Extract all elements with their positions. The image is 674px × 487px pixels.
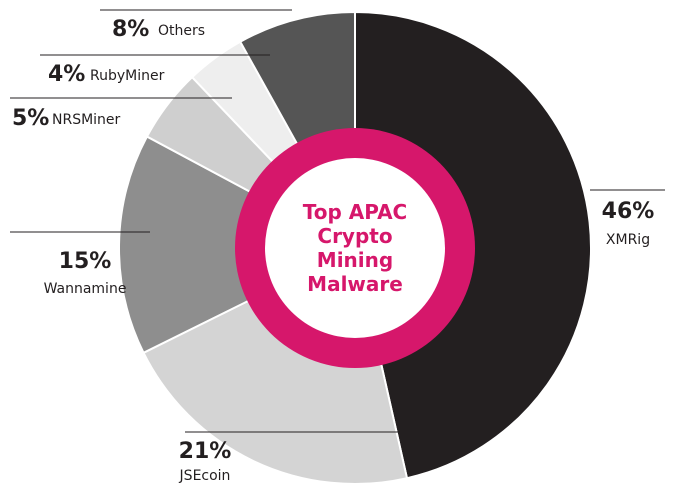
value-label: 15% bbox=[59, 249, 112, 274]
center-hole bbox=[265, 158, 445, 338]
chart-title: Top APAC Crypto Mining Malware bbox=[302, 200, 408, 296]
value-label: 46% bbox=[602, 199, 655, 224]
category-label: RubyMiner bbox=[90, 68, 165, 84]
category-label: JSEcoin bbox=[179, 468, 231, 484]
category-label: XMRig bbox=[606, 232, 650, 248]
category-label: Wannamine bbox=[44, 281, 127, 297]
category-label: Others bbox=[158, 23, 205, 39]
category-label: NRSMiner bbox=[52, 112, 121, 128]
value-label: 5% bbox=[12, 106, 49, 131]
value-label: 4% bbox=[48, 62, 85, 87]
value-label: 8% bbox=[112, 17, 149, 42]
value-label: 21% bbox=[179, 439, 232, 464]
